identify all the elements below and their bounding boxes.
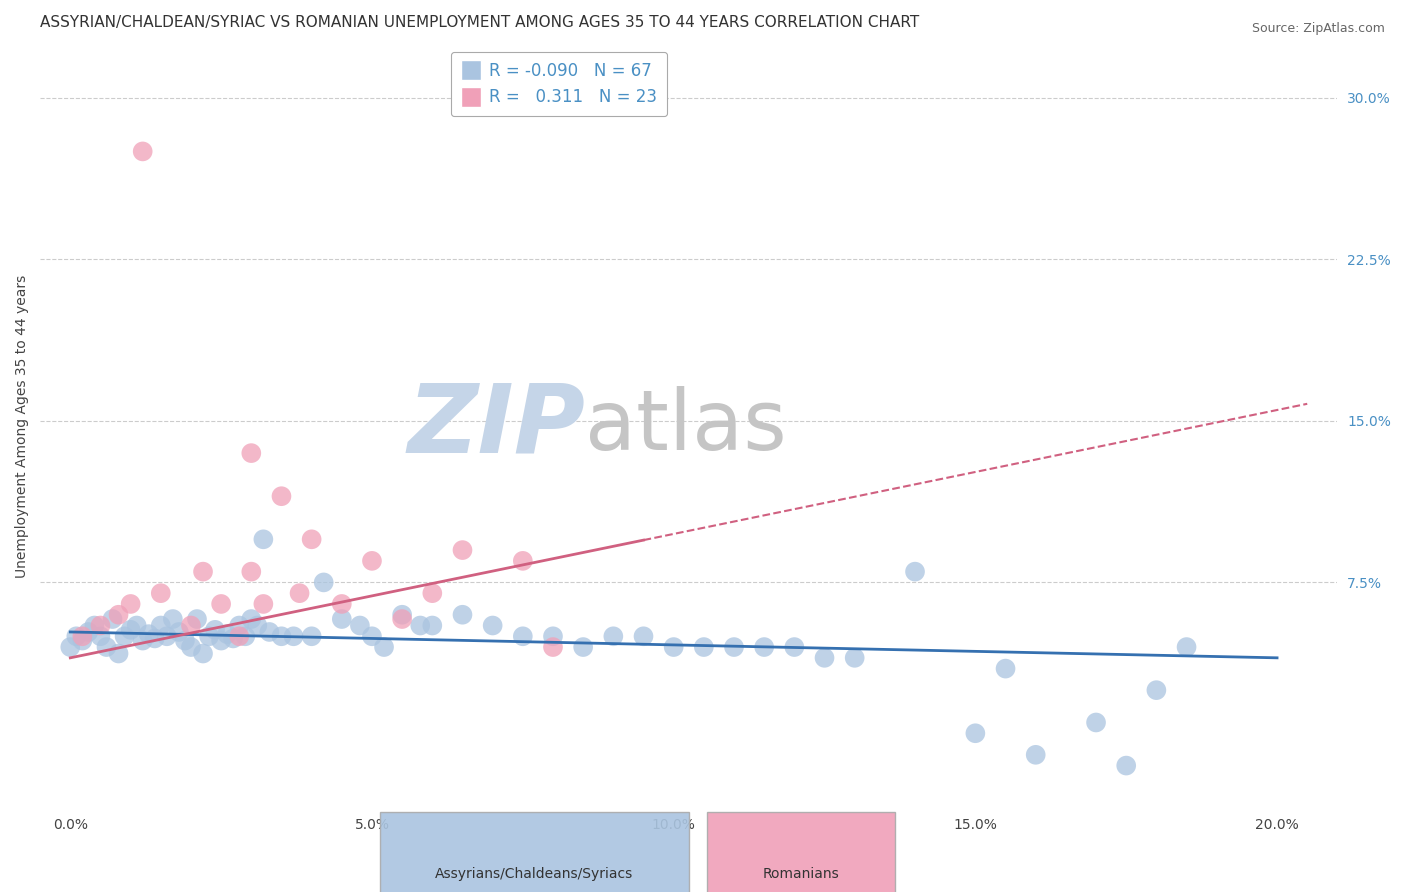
Point (77, 624, 100, 639)
Point (83, 618, 105, 632)
Point (233, 629, 256, 643)
Point (65, 629, 87, 643)
Point (72, 633, 94, 648)
Point (312, 575, 335, 590)
Point (186, 612, 208, 626)
Point (301, 629, 323, 643)
Point (228, 629, 250, 643)
Point (994, 662, 1017, 676)
Point (723, 640, 745, 654)
Text: Assyrians/Chaldeans/Syriacs: Assyrians/Chaldeans/Syriacs (434, 867, 634, 881)
Point (59, 640, 82, 654)
Point (1144, 683, 1167, 698)
Point (120, 623, 142, 637)
Point (1115, 758, 1137, 772)
Point (240, 565, 263, 579)
Point (283, 629, 305, 643)
Point (409, 618, 432, 632)
Point (204, 623, 226, 637)
Point (180, 618, 202, 632)
Point (541, 640, 564, 654)
Point (813, 650, 835, 665)
Point (107, 647, 129, 661)
Point (361, 554, 384, 568)
Text: ASSYRIAN/CHALDEAN/SYRIAC VS ROMANIAN UNEMPLOYMENT AMONG AGES 35 TO 44 YEARS CORR: ASSYRIAN/CHALDEAN/SYRIAC VS ROMANIAN UNE… (41, 15, 920, 30)
Point (89, 618, 111, 632)
Point (131, 633, 153, 648)
Point (114, 629, 136, 643)
Point (138, 627, 160, 641)
Point (965, 726, 987, 740)
Point (1025, 747, 1047, 762)
Point (754, 640, 776, 654)
Point (198, 629, 221, 643)
Point (131, 145, 153, 159)
Point (107, 607, 129, 622)
Point (662, 640, 685, 654)
Point (391, 612, 413, 626)
Point (209, 633, 232, 648)
Point (191, 647, 214, 661)
Point (149, 586, 172, 600)
Point (541, 629, 564, 643)
Point (259, 624, 281, 639)
Y-axis label: Unemployment Among Ages 35 to 44 years: Unemployment Among Ages 35 to 44 years (15, 275, 30, 578)
Point (252, 597, 274, 611)
Point (149, 618, 172, 632)
Text: atlas: atlas (585, 385, 787, 467)
Point (783, 640, 806, 654)
Point (391, 607, 413, 622)
Point (174, 633, 197, 648)
Point (270, 489, 292, 503)
Point (240, 612, 263, 626)
Point (361, 629, 384, 643)
Point (252, 533, 274, 547)
Text: ZIP: ZIP (408, 380, 585, 473)
Point (481, 618, 503, 632)
Point (451, 607, 474, 622)
Point (420, 586, 443, 600)
Point (693, 640, 716, 654)
Text: Romanians: Romanians (763, 867, 839, 881)
Point (330, 597, 353, 611)
Text: Source: ZipAtlas.com: Source: ZipAtlas.com (1251, 22, 1385, 36)
Point (373, 640, 395, 654)
Point (162, 612, 184, 626)
Point (904, 565, 927, 579)
Point (96, 640, 118, 654)
Point (191, 565, 214, 579)
Point (451, 543, 474, 558)
Point (120, 597, 142, 611)
Point (1085, 715, 1108, 730)
Point (301, 533, 323, 547)
Point (602, 629, 624, 643)
Point (572, 640, 595, 654)
Point (288, 586, 311, 600)
Point (844, 650, 866, 665)
Point (228, 618, 250, 632)
Point (240, 446, 263, 460)
Point (222, 632, 245, 646)
Point (270, 629, 292, 643)
Point (633, 629, 655, 643)
Point (209, 597, 232, 611)
Point (89, 629, 111, 643)
Point (167, 624, 190, 639)
Point (420, 618, 443, 632)
Point (349, 618, 371, 632)
Point (330, 612, 353, 626)
Point (101, 612, 124, 626)
Point (246, 618, 269, 632)
Point (156, 629, 179, 643)
Point (180, 640, 202, 654)
Point (512, 629, 534, 643)
Point (125, 618, 148, 632)
Point (217, 627, 239, 641)
Point (512, 554, 534, 568)
Legend: R = -0.090   N = 67, R =   0.311   N = 23: R = -0.090 N = 67, R = 0.311 N = 23 (451, 52, 668, 116)
Point (72, 629, 94, 643)
Point (1175, 640, 1198, 654)
Point (143, 632, 166, 646)
